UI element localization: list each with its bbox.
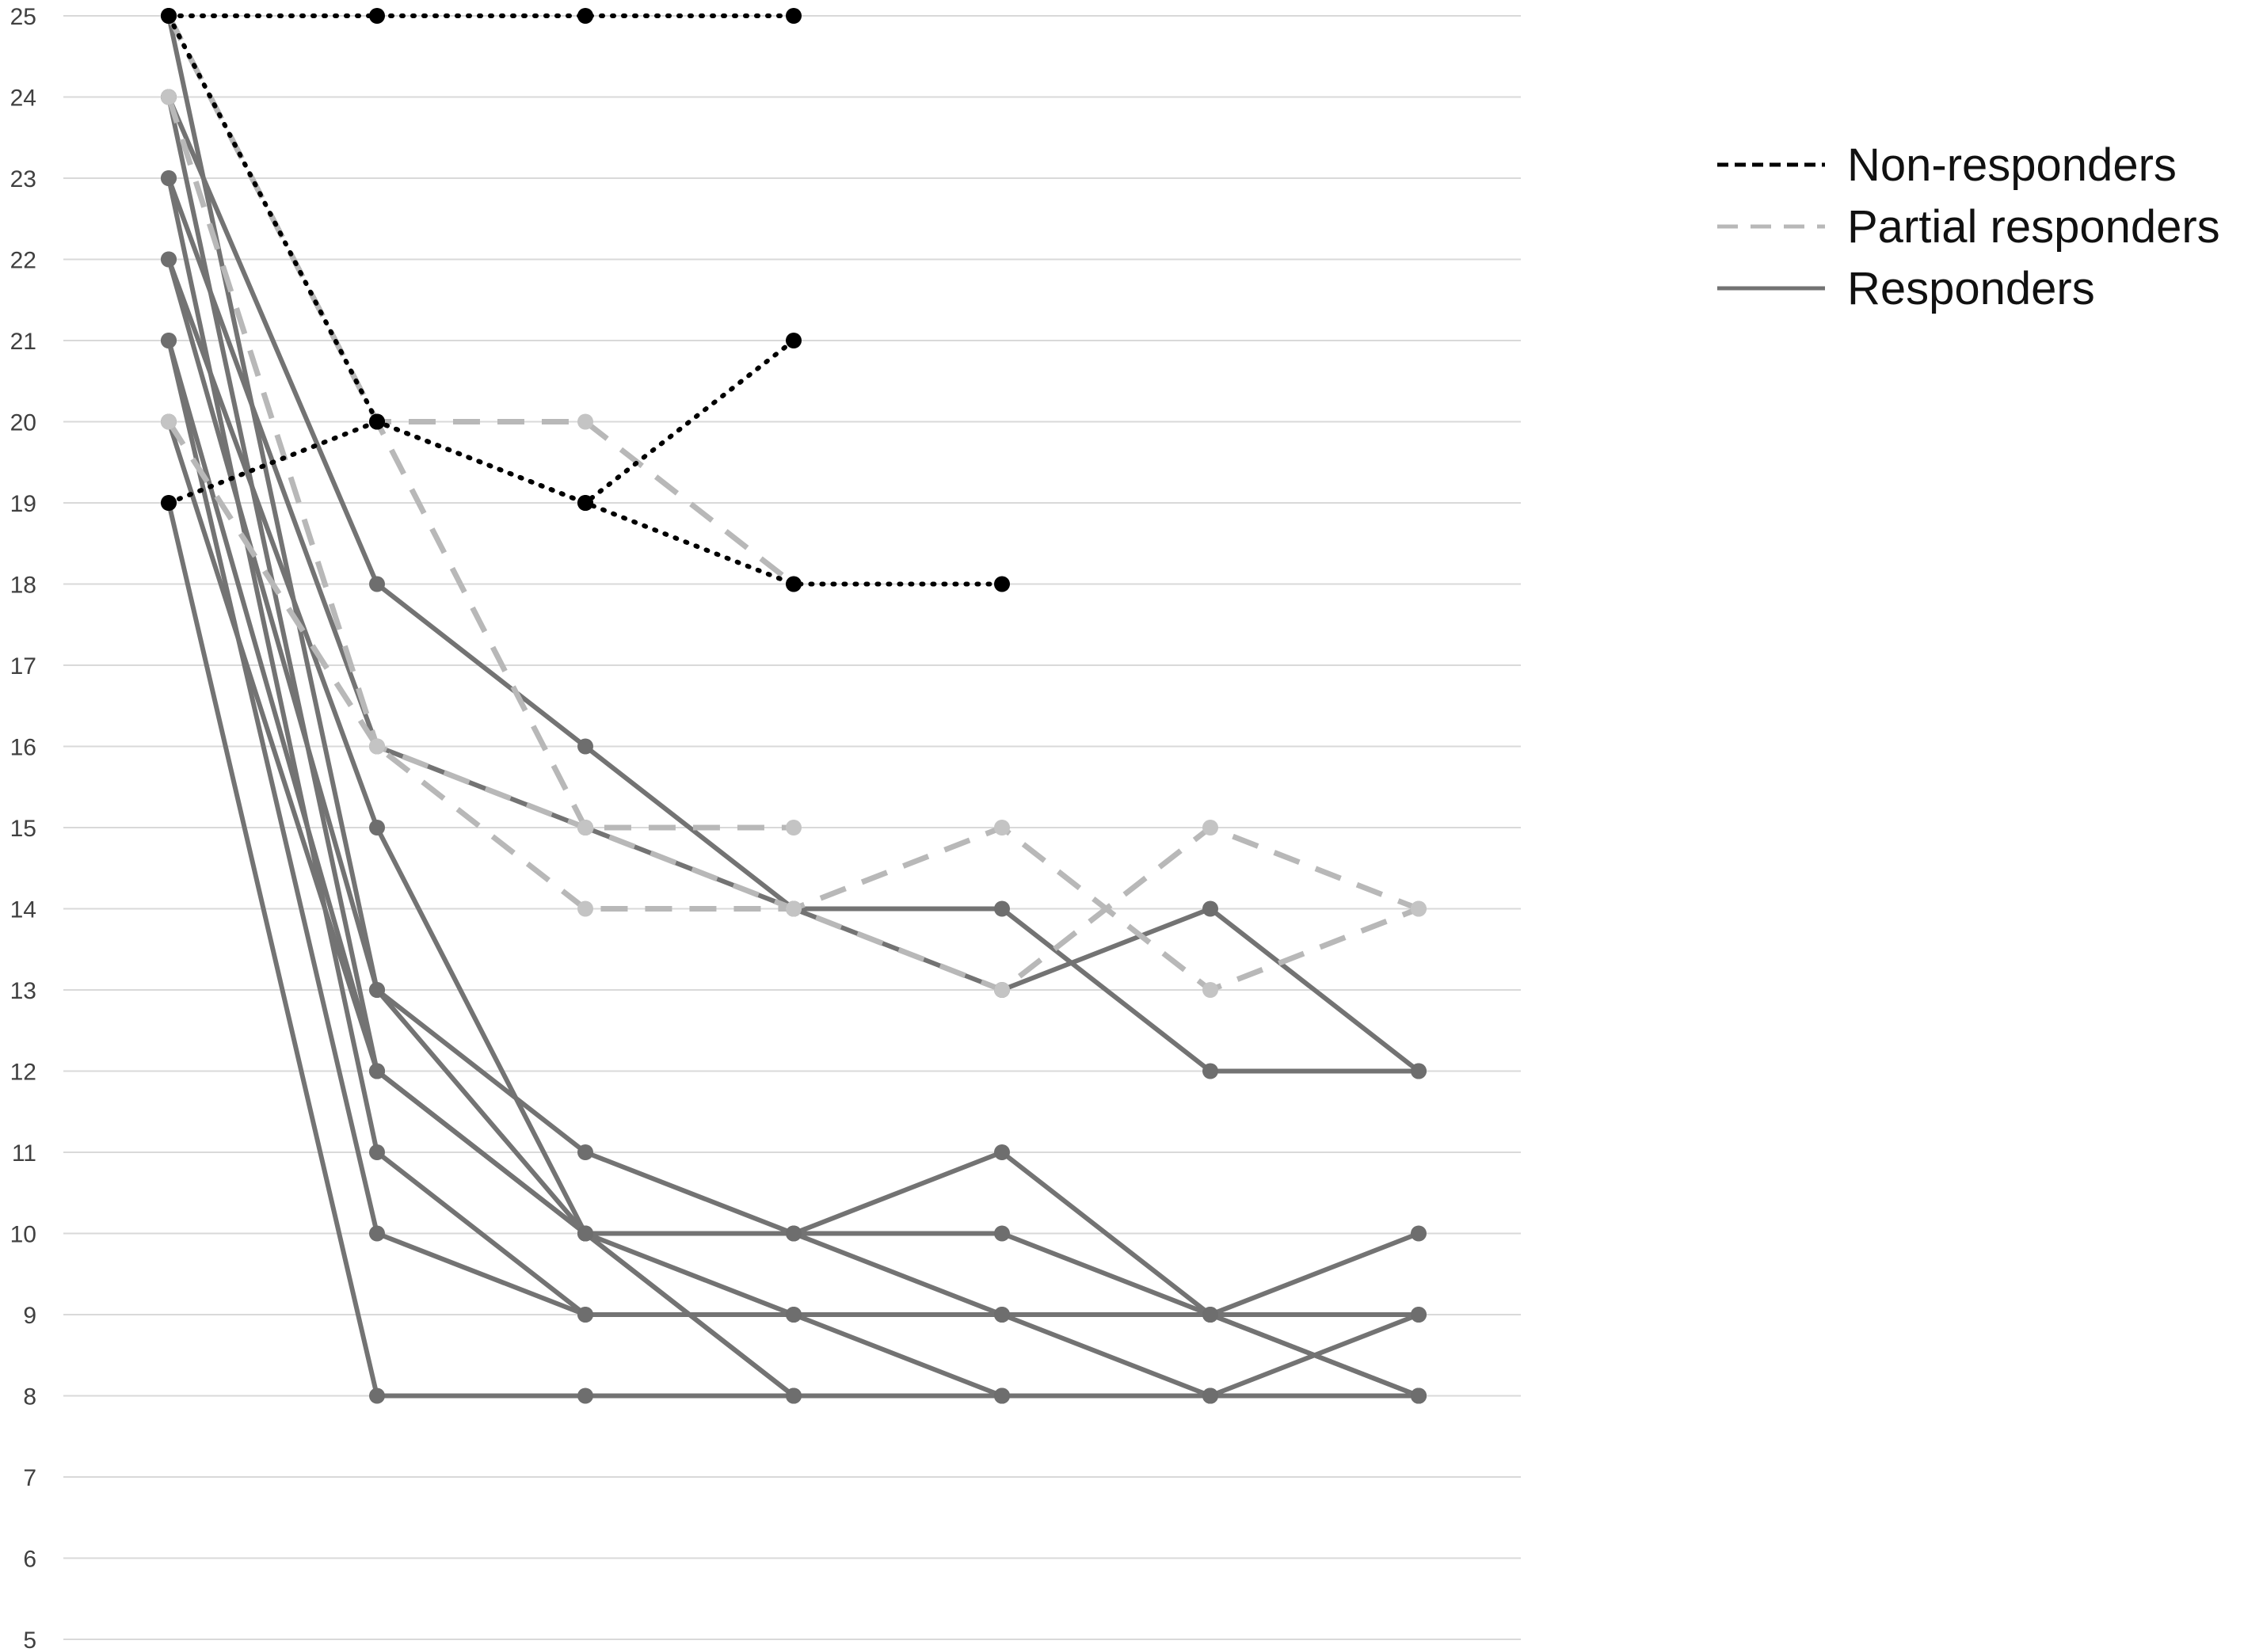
data-point (577, 900, 593, 917)
y-axis-tick-labels: 5 6 7 8 9 10 11 12 13 14 15 16 17 18 19 20 21 22 23 24 25 (10, 4, 36, 1652)
y-tick-label: 13 (10, 978, 36, 1004)
legend-label: Partial responders (1847, 201, 2220, 253)
data-point (369, 982, 385, 998)
data-point (994, 1225, 1010, 1242)
data-point (369, 1225, 385, 1242)
y-tick-label: 20 (10, 410, 36, 436)
series-line-partial-responders (166, 14, 796, 587)
y-tick-label: 11 (12, 1140, 36, 1167)
data-point (369, 576, 385, 592)
data-point (161, 89, 177, 105)
y-tick-label: 5 (23, 1627, 36, 1652)
data-point (994, 900, 1010, 917)
data-point (786, 1307, 802, 1323)
series-line-responders (166, 176, 1421, 1074)
data-point (1411, 1307, 1427, 1323)
data-point (161, 251, 177, 268)
data-points (161, 8, 1427, 1404)
data-point (577, 1387, 593, 1404)
data-point (1411, 900, 1427, 917)
data-point (994, 982, 1010, 998)
data-point (161, 8, 177, 24)
data-point (161, 495, 177, 511)
y-tick-label: 7 (23, 1465, 36, 1491)
data-point (786, 820, 802, 836)
y-tick-label: 14 (10, 897, 36, 923)
data-point (369, 8, 385, 24)
data-point (994, 1387, 1010, 1404)
data-point (1202, 1063, 1218, 1079)
data-point (161, 170, 177, 186)
data-point (577, 820, 593, 836)
data-point (994, 576, 1010, 592)
y-tick-label: 21 (10, 329, 36, 355)
data-point (786, 333, 802, 348)
data-point (577, 413, 593, 430)
y-tick-label: 22 (10, 248, 36, 274)
data-point (369, 1144, 385, 1160)
data-point (1411, 1225, 1427, 1242)
data-point (369, 1387, 385, 1404)
y-tick-label: 23 (10, 166, 36, 192)
data-point (786, 576, 802, 592)
data-point (577, 8, 593, 24)
data-point (994, 820, 1010, 836)
legend-label: Responders (1847, 263, 2095, 314)
data-point (1202, 900, 1218, 917)
data-point (1411, 1387, 1427, 1404)
data-point (577, 495, 593, 511)
series-lines (166, 13, 1421, 1399)
y-tick-label: 17 (10, 653, 36, 679)
data-point (786, 1225, 802, 1242)
data-point (786, 1387, 802, 1404)
series-line-partial-responders (166, 14, 794, 831)
y-tick-label: 15 (10, 816, 36, 842)
data-point (786, 8, 802, 24)
y-tick-label: 9 (23, 1303, 36, 1329)
legend-label: Non-responders (1847, 139, 2177, 191)
y-tick-label: 24 (10, 86, 36, 112)
y-tick-label: 6 (23, 1547, 36, 1573)
data-point (994, 1307, 1010, 1323)
y-tick-label: 8 (23, 1384, 36, 1410)
series-line-responders (166, 419, 1421, 1317)
series-line-responders (166, 501, 1421, 1399)
y-tick-label: 16 (10, 735, 36, 761)
y-tick-label: 10 (10, 1222, 36, 1248)
series-line-responders (166, 176, 1421, 1399)
data-point (161, 333, 177, 348)
data-point (577, 738, 593, 755)
y-tick-label: 19 (10, 491, 36, 517)
y-tick-label: 25 (10, 4, 36, 30)
data-point (786, 900, 802, 917)
data-point (161, 413, 177, 430)
data-point (1202, 982, 1218, 998)
data-point (369, 738, 385, 755)
data-point (994, 1144, 1010, 1160)
y-tick-label: 12 (10, 1060, 36, 1086)
legend: Non-responders Partial responders Responde… (1717, 139, 2220, 314)
data-point (369, 413, 385, 430)
data-point (1202, 1307, 1218, 1323)
data-point (369, 820, 385, 836)
data-point (1202, 1387, 1218, 1404)
data-point (1411, 1063, 1427, 1079)
y-tick-label: 18 (10, 573, 36, 599)
data-point (1202, 820, 1218, 836)
data-point (577, 1225, 593, 1242)
data-point (577, 1144, 593, 1160)
series-line-partial-responders (166, 96, 1420, 993)
data-point (369, 1063, 385, 1079)
data-point (577, 1307, 593, 1323)
